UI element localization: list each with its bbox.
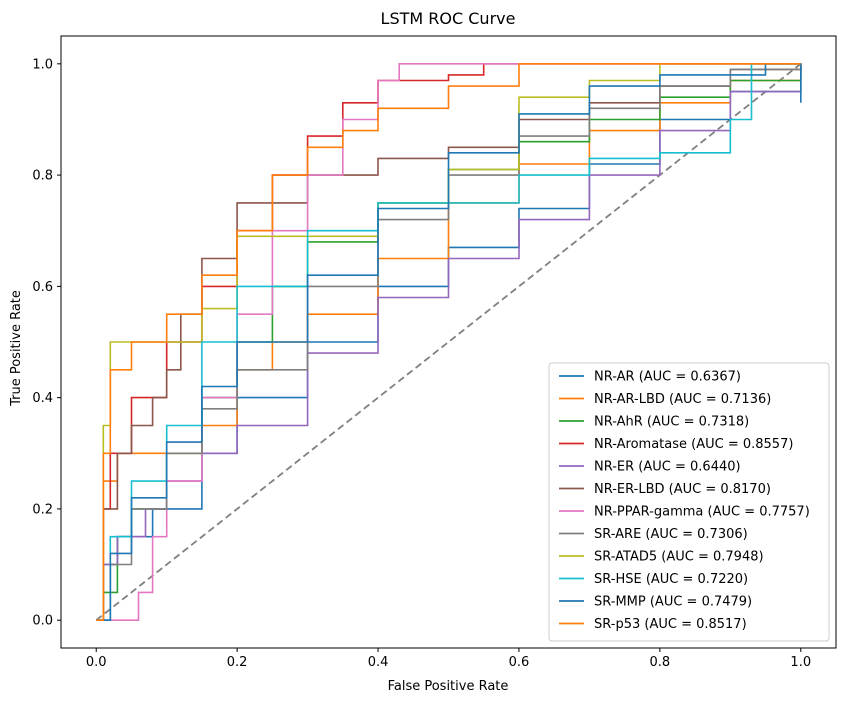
diagonal-reference-line [95, 63, 802, 621]
axes: 0.0 0.2 0.4 0.6 0.8 1.0 0.0 0.2 0.4 0.6 0.8 1.0 [32, 35, 837, 670]
roc-series-line-7 [96, 63, 802, 621]
plot-frame [60, 35, 837, 649]
legend-box [548, 362, 830, 642]
roc-series-line-10 [96, 63, 802, 621]
y-tick-label: 1.0 [32, 57, 53, 72]
roc-series-line-6 [96, 63, 801, 621]
legend-label-5: NR-ER-LBD (AUC = 0.8170) [594, 482, 771, 497]
legend-label-4: NR-ER (AUC = 0.6440) [594, 460, 741, 475]
x-tick-label: 0.6 [509, 655, 530, 670]
y-tick-label: 0.8 [32, 169, 53, 184]
legend-label-1: NR-AR-LBD (AUC = 0.7136) [594, 392, 771, 407]
x-tick-label: 0.0 [86, 655, 107, 670]
x-tick-label: 0.4 [368, 655, 389, 670]
y-tick-label: 0.6 [32, 280, 53, 295]
x-axis-label: False Positive Rate [388, 679, 509, 694]
y-tick-label: 0.0 [32, 614, 53, 629]
legend: NR-AR (AUC = 0.6367) NR-AR-LBD (AUC = 0.7… [548, 362, 830, 642]
legend-label-9: SR-HSE (AUC = 0.7220) [594, 572, 748, 587]
x-tick-label: 1.0 [790, 655, 811, 670]
legend-label-2: NR-AhR (AUC = 0.7318) [594, 415, 749, 430]
y-tick-label: 0.4 [32, 391, 53, 406]
x-tick-label: 0.8 [650, 655, 671, 670]
legend-label-11: SR-p53 (AUC = 0.8517) [594, 617, 747, 632]
legend-label-6: NR-PPAR-gamma (AUC = 0.7757) [594, 505, 810, 520]
plot-area [95, 63, 802, 621]
y-axis-label: True Positive Rate [9, 290, 24, 407]
legend-label-8: SR-ATAD5 (AUC = 0.7948) [594, 550, 764, 565]
roc-series-line-5 [96, 63, 802, 621]
chart-title: LSTM ROC Curve [381, 9, 516, 28]
legend-label-7: SR-ARE (AUC = 0.7306) [594, 527, 748, 542]
roc-series-line-11 [96, 63, 801, 621]
legend-label-10: SR-MMP (AUC = 0.7479) [594, 595, 752, 610]
y-tick-label: 0.2 [32, 502, 53, 517]
legend-label-3: NR-Aromatase (AUC = 0.8557) [594, 437, 793, 452]
x-tick-label: 0.2 [227, 655, 248, 670]
legend-label-0: NR-AR (AUC = 0.6367) [594, 370, 741, 385]
